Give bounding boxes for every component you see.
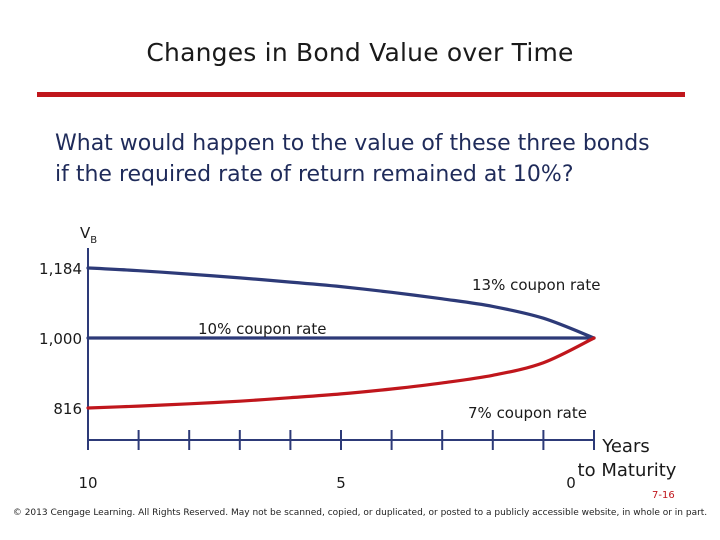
y-axis-label: VB (80, 224, 97, 246)
slide-number: 7-16 (652, 490, 675, 501)
question-text: What would happen to the value of these … (55, 128, 695, 190)
chart-x-ticks (87, 430, 595, 450)
question-line-1: What would happen to the value of these … (55, 131, 650, 156)
x-tick-label-5: 5 (336, 474, 346, 492)
series-line-0 (86, 266, 596, 340)
chart-series (86, 266, 596, 410)
y-tick-label-816: 816 (53, 400, 82, 418)
copyright-footer: © 2013 Cengage Learning. All Rights Rese… (12, 508, 708, 518)
chart-labels: 13% coupon rate 10% coupon rate 7% coupon … (39, 224, 677, 492)
title-divider (37, 92, 685, 97)
y-tick-label-1184: 1,184 (39, 260, 82, 278)
series-label-1: 10% coupon rate (198, 320, 326, 338)
y-tick-label-1000: 1,000 (39, 330, 82, 348)
x-axis-label-line-1: Years (601, 436, 650, 457)
x-axis-label-line-2: to Maturity (578, 460, 677, 481)
x-tick-label-0: 0 (566, 474, 576, 492)
question-line-2: if the required rate of return remained … (55, 162, 574, 187)
series-line-2 (86, 336, 596, 410)
x-tick-label-10: 10 (78, 474, 97, 492)
slide-title: Changes in Bond Value over Time (146, 38, 574, 67)
series-label-0: 13% coupon rate (472, 276, 600, 294)
series-label-2: 7% coupon rate (468, 404, 587, 422)
